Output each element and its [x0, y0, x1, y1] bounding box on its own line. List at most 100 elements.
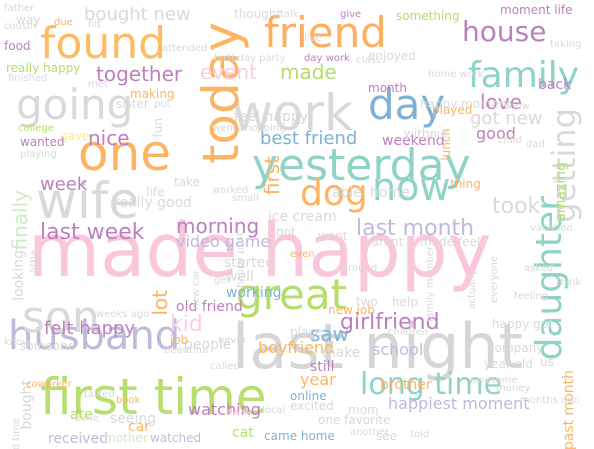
cloud-word: thought [234, 7, 282, 21]
cloud-word: came home [264, 429, 335, 443]
cloud-word: made happy [28, 208, 492, 294]
cloud-word: yesterday [252, 140, 471, 191]
cloud-word: someone [20, 339, 75, 353]
cloud-word: sister [116, 97, 149, 111]
cloud-word: last month [356, 216, 475, 241]
cloud-word: year [300, 370, 336, 389]
cloud-word: school [372, 340, 424, 359]
cloud-word: one favorite [318, 413, 391, 427]
cloud-word: together [96, 62, 183, 86]
cloud-word: done [74, 413, 99, 424]
cloud-word: really happy [6, 61, 81, 75]
cloud-word: good [476, 124, 516, 143]
cloud-word: life [146, 185, 165, 199]
cloud-word: make [322, 345, 361, 361]
cloud-word: went shopping [212, 123, 286, 134]
cloud-word: mom [348, 403, 379, 417]
cloud-word: amazing [553, 162, 569, 222]
cloud-word: see [376, 429, 398, 443]
cloud-word: family member [425, 246, 436, 323]
cloud-word: dad [526, 139, 545, 150]
cloud-word: job [170, 333, 189, 347]
cloud-word: morning [176, 214, 260, 238]
cloud-word: parent [364, 235, 404, 249]
cloud-word: weekend [382, 133, 445, 149]
cloud-word: saw [310, 322, 350, 346]
cloud-word: hit [88, 19, 102, 30]
cloud-word: even [290, 249, 315, 260]
cloud-word: now [372, 165, 451, 209]
cloud-word: way [16, 13, 41, 27]
cloud-word: month [368, 81, 407, 95]
cloud-word: son [22, 292, 100, 343]
cloud-word: home work [428, 69, 484, 80]
cloud-word: around [342, 263, 378, 274]
cloud-word: something [396, 9, 460, 23]
cloud-word: best friend [260, 128, 358, 149]
cloud-word: past month [561, 370, 577, 449]
cloud-word: able [332, 185, 362, 201]
cloud-word: awesome [470, 375, 518, 386]
cloud-word: put [154, 99, 171, 110]
cloud-word: two [356, 295, 378, 309]
cloud-word: great [236, 270, 348, 319]
cloud-word: cousin [4, 21, 37, 32]
cloud-word: happy past [235, 232, 246, 288]
cloud-word: friend [264, 8, 387, 57]
cloud-word: working [226, 285, 282, 301]
cloud-word: get [214, 275, 231, 286]
cloud-word: found [40, 18, 167, 69]
cloud-word: called [210, 361, 240, 372]
cloud-word: video game [176, 232, 271, 251]
cloud-word: new job [328, 303, 375, 317]
cloud-word: ice cream [268, 209, 337, 225]
cloud-word: bought new [84, 4, 191, 25]
cloud-word: nice [88, 126, 130, 150]
cloud-word: weeks ago [96, 309, 150, 320]
cloud-word: wanted [20, 135, 65, 149]
cloud-word: love [480, 90, 522, 114]
cloud-word: making [130, 87, 175, 101]
cloud-word: really good [114, 195, 193, 211]
cloud-word: moment life [500, 3, 573, 17]
cloud-word: class [356, 55, 381, 66]
cloud-word: everyone [489, 256, 500, 303]
cloud-word: finished [8, 73, 48, 84]
cloud-word: enjoyed [368, 49, 416, 63]
cloud-word: work [232, 84, 353, 142]
cloud-word: back [538, 77, 572, 93]
cloud-word: small [232, 193, 259, 204]
cloud-word: still [310, 359, 335, 375]
cloud-word: made [280, 60, 337, 84]
cloud-word: cat [232, 425, 254, 441]
cloud-word: looking [11, 250, 27, 301]
cloud-word: place [290, 325, 323, 339]
cloud-word: happy moment [420, 97, 512, 111]
cloud-word: lot [148, 290, 172, 316]
cloud-word: received [48, 431, 109, 447]
cloud-word: feel happy [234, 109, 309, 125]
cloud-word: car [128, 419, 151, 435]
cloud-word: talk [280, 9, 299, 20]
cloud-word: children [388, 327, 429, 338]
cloud-word: started [224, 255, 275, 271]
cloud-word: felt happy [44, 318, 136, 339]
cloud-word: year old [484, 357, 533, 371]
cloud-word: day [368, 80, 446, 129]
cloud-word: mother [104, 431, 148, 445]
cloud-word: without [404, 127, 450, 141]
cloud-word: think [556, 277, 582, 288]
cloud-word: talked [84, 389, 115, 400]
cloud-word: little [29, 250, 40, 273]
cloud-word: last week [40, 220, 145, 245]
cloud-word: asked [524, 263, 554, 274]
cloud-word: show [504, 101, 530, 112]
cloud-word: coworker [26, 379, 72, 390]
cloud-word: away [226, 407, 253, 418]
cloud-word: first [260, 156, 284, 196]
cloud-word: help [392, 295, 418, 309]
cloud-word: months ago [520, 395, 580, 406]
cloud-word: spend time [11, 418, 22, 449]
cloud-word: met [88, 79, 108, 90]
